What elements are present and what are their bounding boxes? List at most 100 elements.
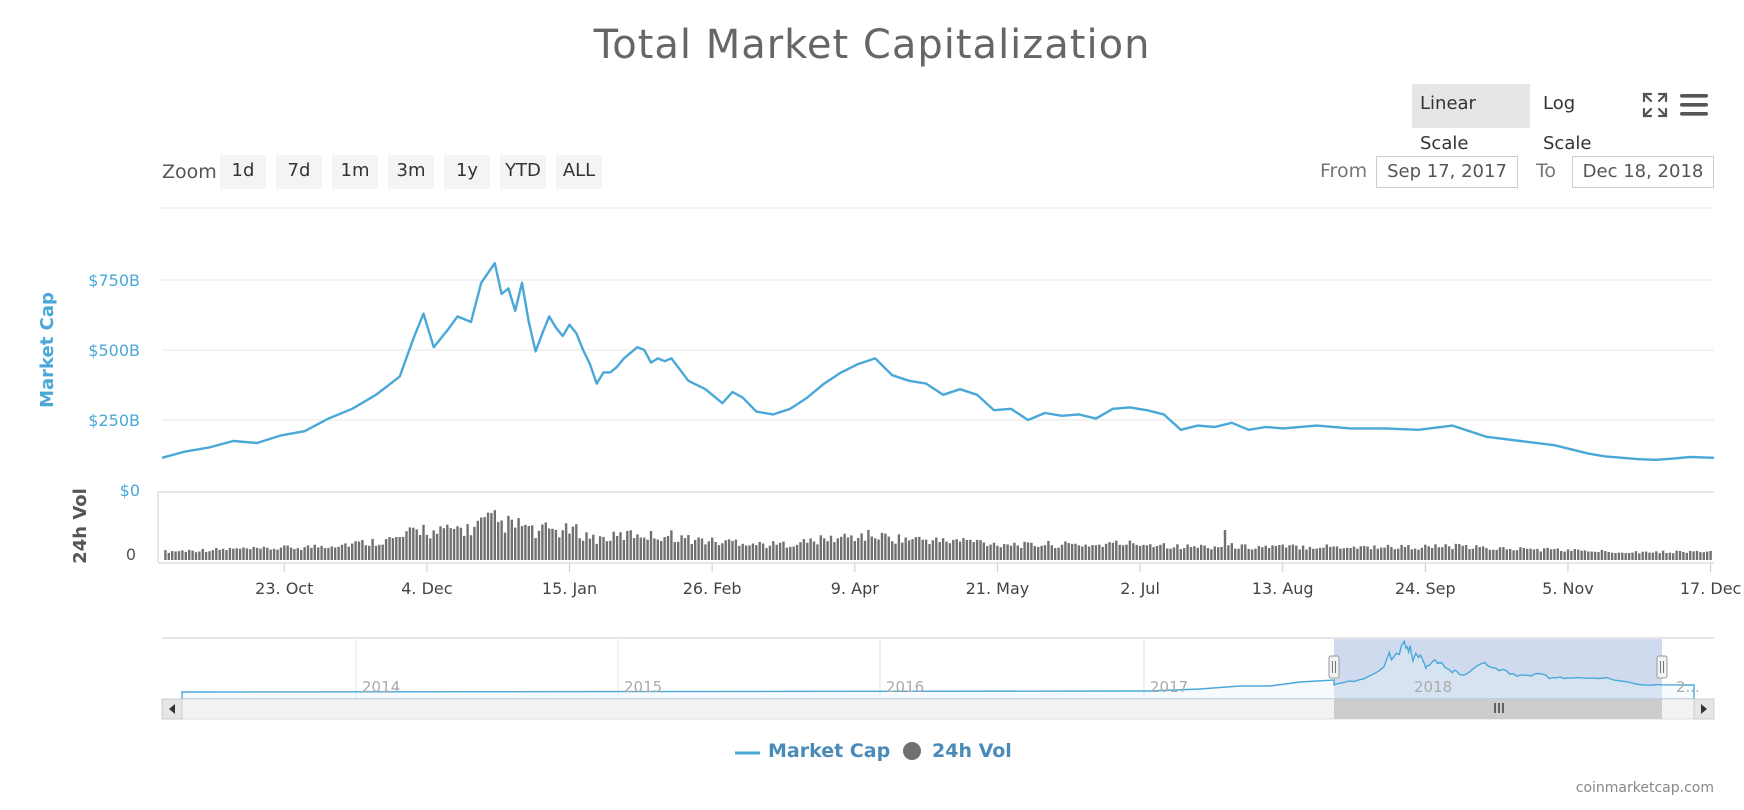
volume-bar xyxy=(1284,547,1288,560)
volume-bar xyxy=(534,538,537,560)
volume-bar xyxy=(466,524,469,560)
volume-bar xyxy=(1390,547,1393,560)
volume-bar xyxy=(1121,545,1125,560)
volume-bar xyxy=(564,523,568,560)
volume-bar xyxy=(609,540,612,560)
legend-24h-vol[interactable]: 24h Vol xyxy=(932,740,1012,762)
volume-bar xyxy=(412,527,415,560)
volume-bar xyxy=(1675,550,1678,560)
volume-bar xyxy=(581,540,585,560)
volume-bar xyxy=(575,524,578,560)
volume-bar xyxy=(249,549,252,560)
volume-bar xyxy=(1108,542,1111,560)
volume-bar xyxy=(1604,551,1607,560)
volume-bar xyxy=(945,541,948,560)
volume-bar xyxy=(1054,548,1057,560)
navigator-year-label: 2018 xyxy=(1414,678,1452,696)
volume-bar xyxy=(221,548,225,560)
volume-bar xyxy=(480,517,483,560)
volume-bar xyxy=(1502,547,1505,560)
volume-bar xyxy=(632,538,636,560)
zoom-1y-button[interactable]: 1y xyxy=(444,155,490,189)
x-tick-label: 15. Jan xyxy=(542,579,597,598)
volume-bar xyxy=(853,541,856,560)
volume-bar xyxy=(514,527,517,560)
to-date-input[interactable]: Dec 18, 2018 xyxy=(1572,156,1714,188)
volume-bar xyxy=(259,548,262,560)
volume-bar xyxy=(1301,545,1305,560)
volume-bar xyxy=(748,545,751,560)
volume-bar xyxy=(1094,545,1098,560)
volume-tick-0: 0 xyxy=(126,545,136,564)
zoom-1d-button[interactable]: 1d xyxy=(220,155,266,189)
volume-bar xyxy=(507,515,510,560)
volume-bar xyxy=(1213,546,1216,560)
volume-bar xyxy=(1087,546,1091,560)
navigator-right-handle xyxy=(1656,655,1668,679)
zoom-1m-button[interactable]: 1m xyxy=(332,155,378,189)
navigator-left-handle xyxy=(1328,655,1340,679)
volume-bar xyxy=(1200,544,1203,560)
volume-bar xyxy=(1430,548,1434,560)
volume-bar xyxy=(1590,551,1593,560)
volume-bar xyxy=(1166,548,1169,560)
volume-bar xyxy=(1254,548,1257,560)
volume-bar xyxy=(1278,545,1281,560)
volume-bar xyxy=(327,547,330,560)
from-date-input[interactable]: Sep 17, 2017 xyxy=(1376,156,1518,188)
volume-bar xyxy=(714,542,717,560)
x-tick-label: 4. Dec xyxy=(401,579,452,598)
volume-bar xyxy=(198,551,201,560)
volume-bar xyxy=(347,546,350,560)
volume-bar xyxy=(442,528,446,560)
menu-icon[interactable] xyxy=(1680,92,1708,118)
volume-bar xyxy=(1648,552,1651,560)
volume-bar xyxy=(1040,545,1043,560)
volume-bar xyxy=(1189,547,1193,560)
volume-bar xyxy=(1240,544,1244,560)
volume-bar xyxy=(1560,551,1563,560)
zoom-3m-button[interactable]: 3m xyxy=(388,155,434,189)
x-tick-label: 24. Sep xyxy=(1395,579,1456,598)
volume-bar xyxy=(1614,553,1617,560)
volume-bar xyxy=(1305,549,1308,560)
zoom-all-button[interactable]: ALL xyxy=(556,155,602,189)
credit-link[interactable]: coinmarketcap.com xyxy=(1575,780,1714,796)
volume-bar xyxy=(690,544,693,560)
linear-scale-button[interactable]: Linear Scale xyxy=(1412,84,1530,154)
volume-bar xyxy=(1505,549,1508,560)
volume-bar xyxy=(1369,549,1373,560)
volume-bar xyxy=(1597,552,1600,560)
volume-bar xyxy=(228,547,232,560)
volume-bar xyxy=(422,524,425,560)
volume-bar xyxy=(979,540,982,560)
volume-bar xyxy=(646,539,649,560)
volume-bar xyxy=(337,546,340,560)
volume-bar xyxy=(734,539,738,560)
volume-bar xyxy=(459,527,463,560)
volume-bar xyxy=(663,537,666,560)
volume-bar xyxy=(1709,550,1712,560)
volume-bar xyxy=(1665,553,1668,560)
volume-bar xyxy=(1689,550,1692,560)
volume-bar xyxy=(836,538,839,560)
volume-bar xyxy=(1244,544,1247,560)
legend-market-cap[interactable]: Market Cap xyxy=(768,740,891,762)
zoom-ytd-button[interactable]: YTD xyxy=(500,155,546,189)
volume-bar xyxy=(1220,546,1223,560)
volume-bar xyxy=(191,550,194,560)
volume-bar xyxy=(918,536,921,560)
volume-bar xyxy=(670,530,673,560)
volume-bar xyxy=(1064,541,1067,560)
x-tick-label: 5. Nov xyxy=(1542,579,1594,598)
volume-bar xyxy=(469,535,473,560)
y-tick-label: $0 xyxy=(120,481,140,500)
zoom-7d-button[interactable]: 7d xyxy=(276,155,322,189)
fullscreen-icon[interactable] xyxy=(1642,92,1668,118)
volume-bar xyxy=(1356,548,1359,560)
volume-bar xyxy=(1672,553,1675,560)
log-scale-button[interactable]: Log Scale xyxy=(1543,93,1592,154)
volume-bar xyxy=(1267,548,1271,560)
volume-bar xyxy=(548,528,551,560)
volume-bar xyxy=(1346,547,1349,560)
